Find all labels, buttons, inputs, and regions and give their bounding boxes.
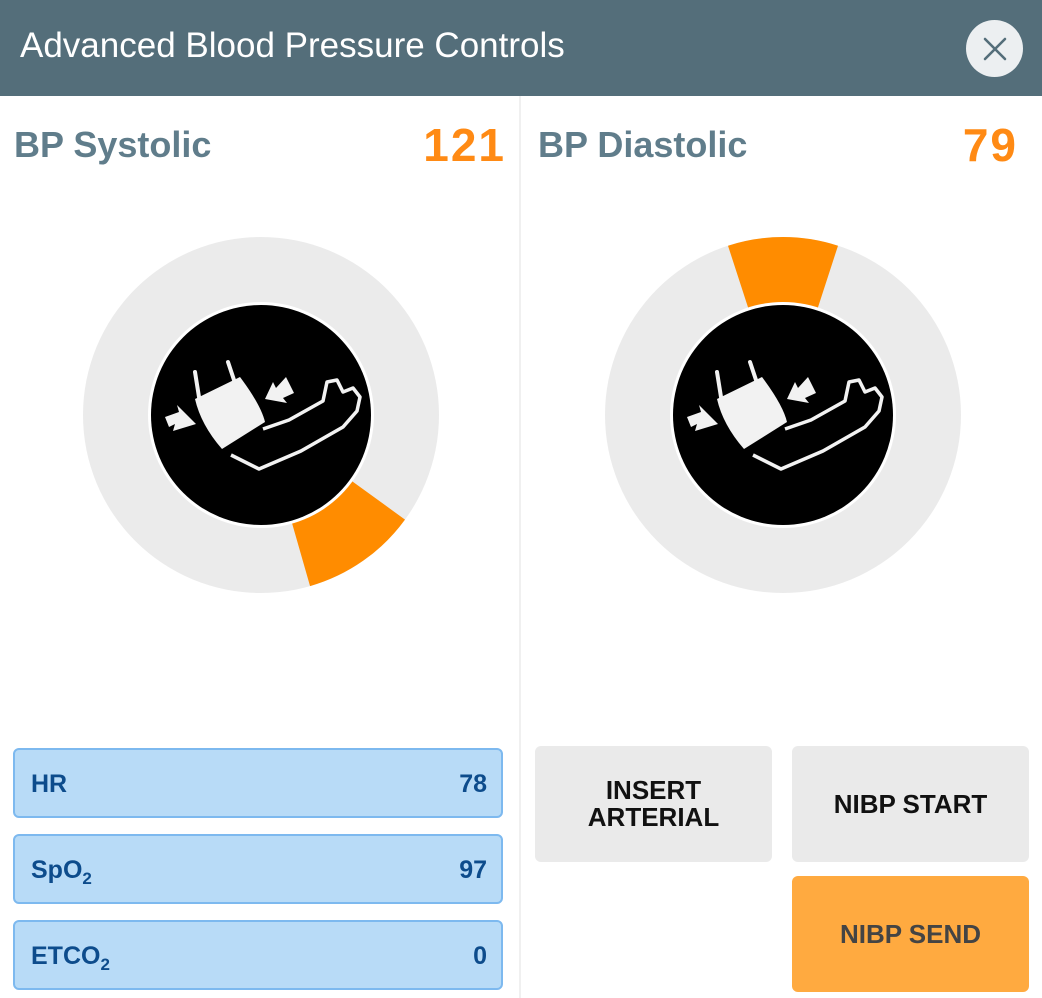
vital-label: ETCO2: [31, 942, 110, 974]
vital-label: SpO2: [31, 856, 92, 888]
vital-value: 97: [459, 856, 487, 884]
blood-pressure-cuff-icon: [165, 360, 362, 471]
vital-etco2[interactable]: ETCO2 0: [13, 920, 503, 990]
gauge-indicator[interactable]: [727, 237, 839, 309]
close-button[interactable]: [966, 20, 1023, 77]
diastolic-label: BP Diastolic: [538, 124, 748, 165]
diastolic-gauge[interactable]: [593, 225, 973, 605]
vital-hr[interactable]: HR 78: [13, 748, 503, 818]
nibp-start-button[interactable]: NIBP START: [792, 746, 1029, 862]
systolic-gauge[interactable]: [71, 225, 451, 605]
insert-arterial-button[interactable]: INSERT ARTERIAL: [535, 746, 772, 862]
gauge-indicator[interactable]: [291, 480, 406, 587]
blood-pressure-cuff-icon: [687, 360, 884, 471]
dialog-header: Advanced Blood Pressure Controls: [0, 0, 1042, 96]
vital-value: 78: [459, 770, 487, 798]
close-icon: [983, 37, 1006, 60]
vital-label: HR: [31, 770, 68, 798]
systolic-value: 121: [423, 119, 506, 171]
vital-spo2[interactable]: SpO2 97: [13, 834, 503, 904]
panel-divider: [519, 96, 521, 998]
diastolic-value: 79: [962, 119, 1018, 171]
dialog-title: Advanced Blood Pressure Controls: [20, 26, 565, 65]
vital-value: 0: [473, 942, 487, 970]
nibp-send-button[interactable]: NIBP SEND: [792, 876, 1029, 992]
systolic-label: BP Systolic: [14, 124, 212, 165]
